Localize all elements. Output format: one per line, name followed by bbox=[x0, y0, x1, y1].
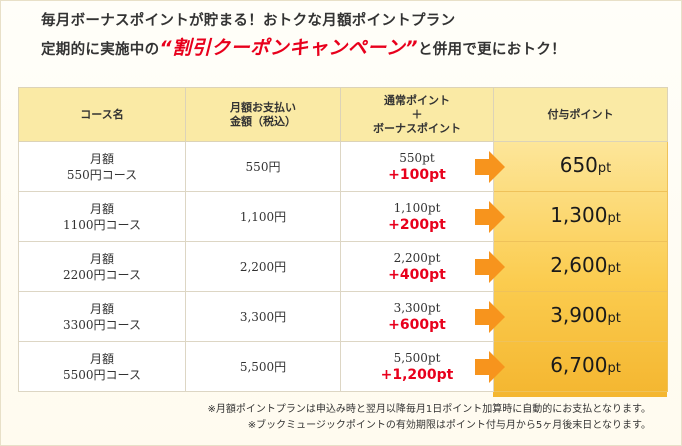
total-points-value: 1,300 bbox=[550, 202, 608, 227]
total-points-cell: 2,600pt bbox=[493, 241, 668, 292]
price-cell: 5,500円 bbox=[185, 341, 341, 392]
price-cell: 3,300円 bbox=[185, 291, 341, 342]
subheadline-suffix: と併用で更におトク！ bbox=[417, 42, 566, 58]
table-row: 月額 5500円コース 5,500円 5,500pt +1,200pt 6,700pt bbox=[18, 341, 668, 392]
arrow-right-icon bbox=[475, 251, 505, 283]
bonus-points: +400pt bbox=[388, 266, 446, 283]
points-cell: 5,500pt +1,200pt bbox=[340, 341, 505, 392]
total-points-cell: 650pt bbox=[493, 141, 668, 192]
promo-header: 毎月ボーナスポイントが貯まる！おトクな月額ポイントプラン 定期的に実施中の“割引… bbox=[41, 9, 566, 63]
header-points-line1: 通常ポイント bbox=[384, 93, 450, 107]
course-line2: 550円コース bbox=[66, 167, 138, 182]
header-payment-line1: 月額お支払い bbox=[230, 100, 296, 114]
course-cell: 月額 2200円コース bbox=[18, 241, 186, 292]
table-header-row: コース名 月額お支払い 金額（税込） 通常ポイント ＋ ボーナスポイント 付与ポ… bbox=[18, 87, 668, 142]
arrow-right-icon bbox=[475, 151, 505, 183]
base-points: 1,100pt bbox=[393, 200, 441, 215]
footnote-autopay: ※月額ポイントプランは申込み時と翌月以降毎月1日ポイント加算時に自動的にお支払と… bbox=[207, 404, 651, 415]
total-points-unit: pt bbox=[597, 160, 612, 176]
total-points-cell: 1,300pt bbox=[493, 191, 668, 242]
base-points: 2,200pt bbox=[393, 250, 441, 265]
course-cell: 月額 1100円コース bbox=[18, 191, 186, 242]
table-row: 月額 550円コース 550円 550pt +100pt 650pt bbox=[18, 141, 668, 192]
campaign-name: “割引クーポンキャンペーン” bbox=[159, 37, 418, 59]
header-payment: 月額お支払い 金額（税込） bbox=[185, 87, 341, 142]
total-points-unit: pt bbox=[607, 360, 621, 376]
bonus-points: +600pt bbox=[388, 316, 446, 333]
price-cell: 1,100円 bbox=[185, 191, 341, 242]
table-row: 月額 2200円コース 2,200円 2,200pt +400pt 2,600pt bbox=[18, 241, 668, 292]
course-line1: 月額 bbox=[89, 251, 114, 266]
table-row: 月額 1100円コース 1,100円 1,100pt +200pt 1,300pt bbox=[18, 191, 668, 242]
total-points-cell: 6,700pt bbox=[493, 341, 668, 392]
course-line1: 月額 bbox=[89, 201, 114, 216]
course-cell: 月額 5500円コース bbox=[18, 341, 186, 392]
total-points-value: 6,700 bbox=[550, 352, 608, 377]
price-cell: 2,200円 bbox=[185, 241, 341, 292]
plan-table: コース名 月額お支払い 金額（税込） 通常ポイント ＋ ボーナスポイント 付与ポ… bbox=[18, 87, 668, 392]
total-points-value: 2,600 bbox=[550, 252, 608, 277]
course-cell: 月額 550円コース bbox=[18, 141, 186, 192]
points-cell: 2,200pt +400pt bbox=[340, 241, 505, 292]
course-line2: 1100円コース bbox=[63, 217, 141, 232]
course-cell: 月額 3300円コース bbox=[18, 291, 186, 342]
promo-headline: 毎月ボーナスポイントが貯まる！おトクな月額ポイントプラン bbox=[41, 13, 456, 29]
header-points-line3: ボーナスポイント bbox=[373, 121, 461, 135]
base-points: 550pt bbox=[399, 150, 435, 165]
arrow-right-icon bbox=[475, 201, 505, 233]
arrow-right-icon bbox=[475, 301, 505, 333]
header-points-line2: ＋ bbox=[411, 107, 423, 121]
course-line2: 2200円コース bbox=[63, 267, 141, 282]
header-points: 通常ポイント ＋ ボーナスポイント bbox=[340, 87, 494, 142]
course-line1: 月額 bbox=[89, 351, 114, 366]
total-points-value: 650 bbox=[559, 152, 598, 177]
footnote-expiry: ※ブックミュージックポイントの有効期限はポイント付与月から5ヶ月後末日となります… bbox=[247, 420, 651, 431]
total-points-value: 3,900 bbox=[550, 302, 608, 327]
total-points-unit: pt bbox=[607, 260, 621, 276]
table-row: 月額 3300円コース 3,300円 3,300pt +600pt 3,900pt bbox=[18, 291, 668, 342]
points-cell: 1,100pt +200pt bbox=[340, 191, 505, 242]
header-course: コース名 bbox=[18, 87, 186, 142]
header-total: 付与ポイント bbox=[493, 87, 668, 142]
total-points-unit: pt bbox=[607, 310, 621, 326]
header-payment-line2: 金額（税込） bbox=[230, 114, 296, 128]
footnotes: ※月額ポイントプランは申込み時と翌月以降毎月1日ポイント加算時に自動的にお支払と… bbox=[208, 402, 651, 434]
bonus-points: +1,200pt bbox=[380, 366, 454, 383]
base-points: 3,300pt bbox=[393, 300, 441, 315]
base-points: 5,500pt bbox=[393, 350, 441, 365]
course-line1: 月額 bbox=[89, 151, 114, 166]
course-line1: 月額 bbox=[89, 301, 114, 316]
bonus-points: +100pt bbox=[388, 166, 446, 183]
promo-subheadline: 定期的に実施中の“割引クーポンキャンペーン”と併用で更におトク！ bbox=[41, 33, 566, 63]
course-line2: 5500円コース bbox=[63, 367, 141, 382]
subheadline-prefix: 定期的に実施中の bbox=[41, 42, 160, 58]
total-points-unit: pt bbox=[607, 210, 621, 226]
arrow-right-icon bbox=[475, 351, 505, 383]
total-points-cell: 3,900pt bbox=[493, 291, 668, 342]
points-cell: 3,300pt +600pt bbox=[340, 291, 505, 342]
points-cell: 550pt +100pt bbox=[340, 141, 505, 192]
bonus-points: +200pt bbox=[388, 216, 446, 233]
price-cell: 550円 bbox=[185, 141, 341, 192]
course-line2: 3300円コース bbox=[63, 317, 141, 332]
